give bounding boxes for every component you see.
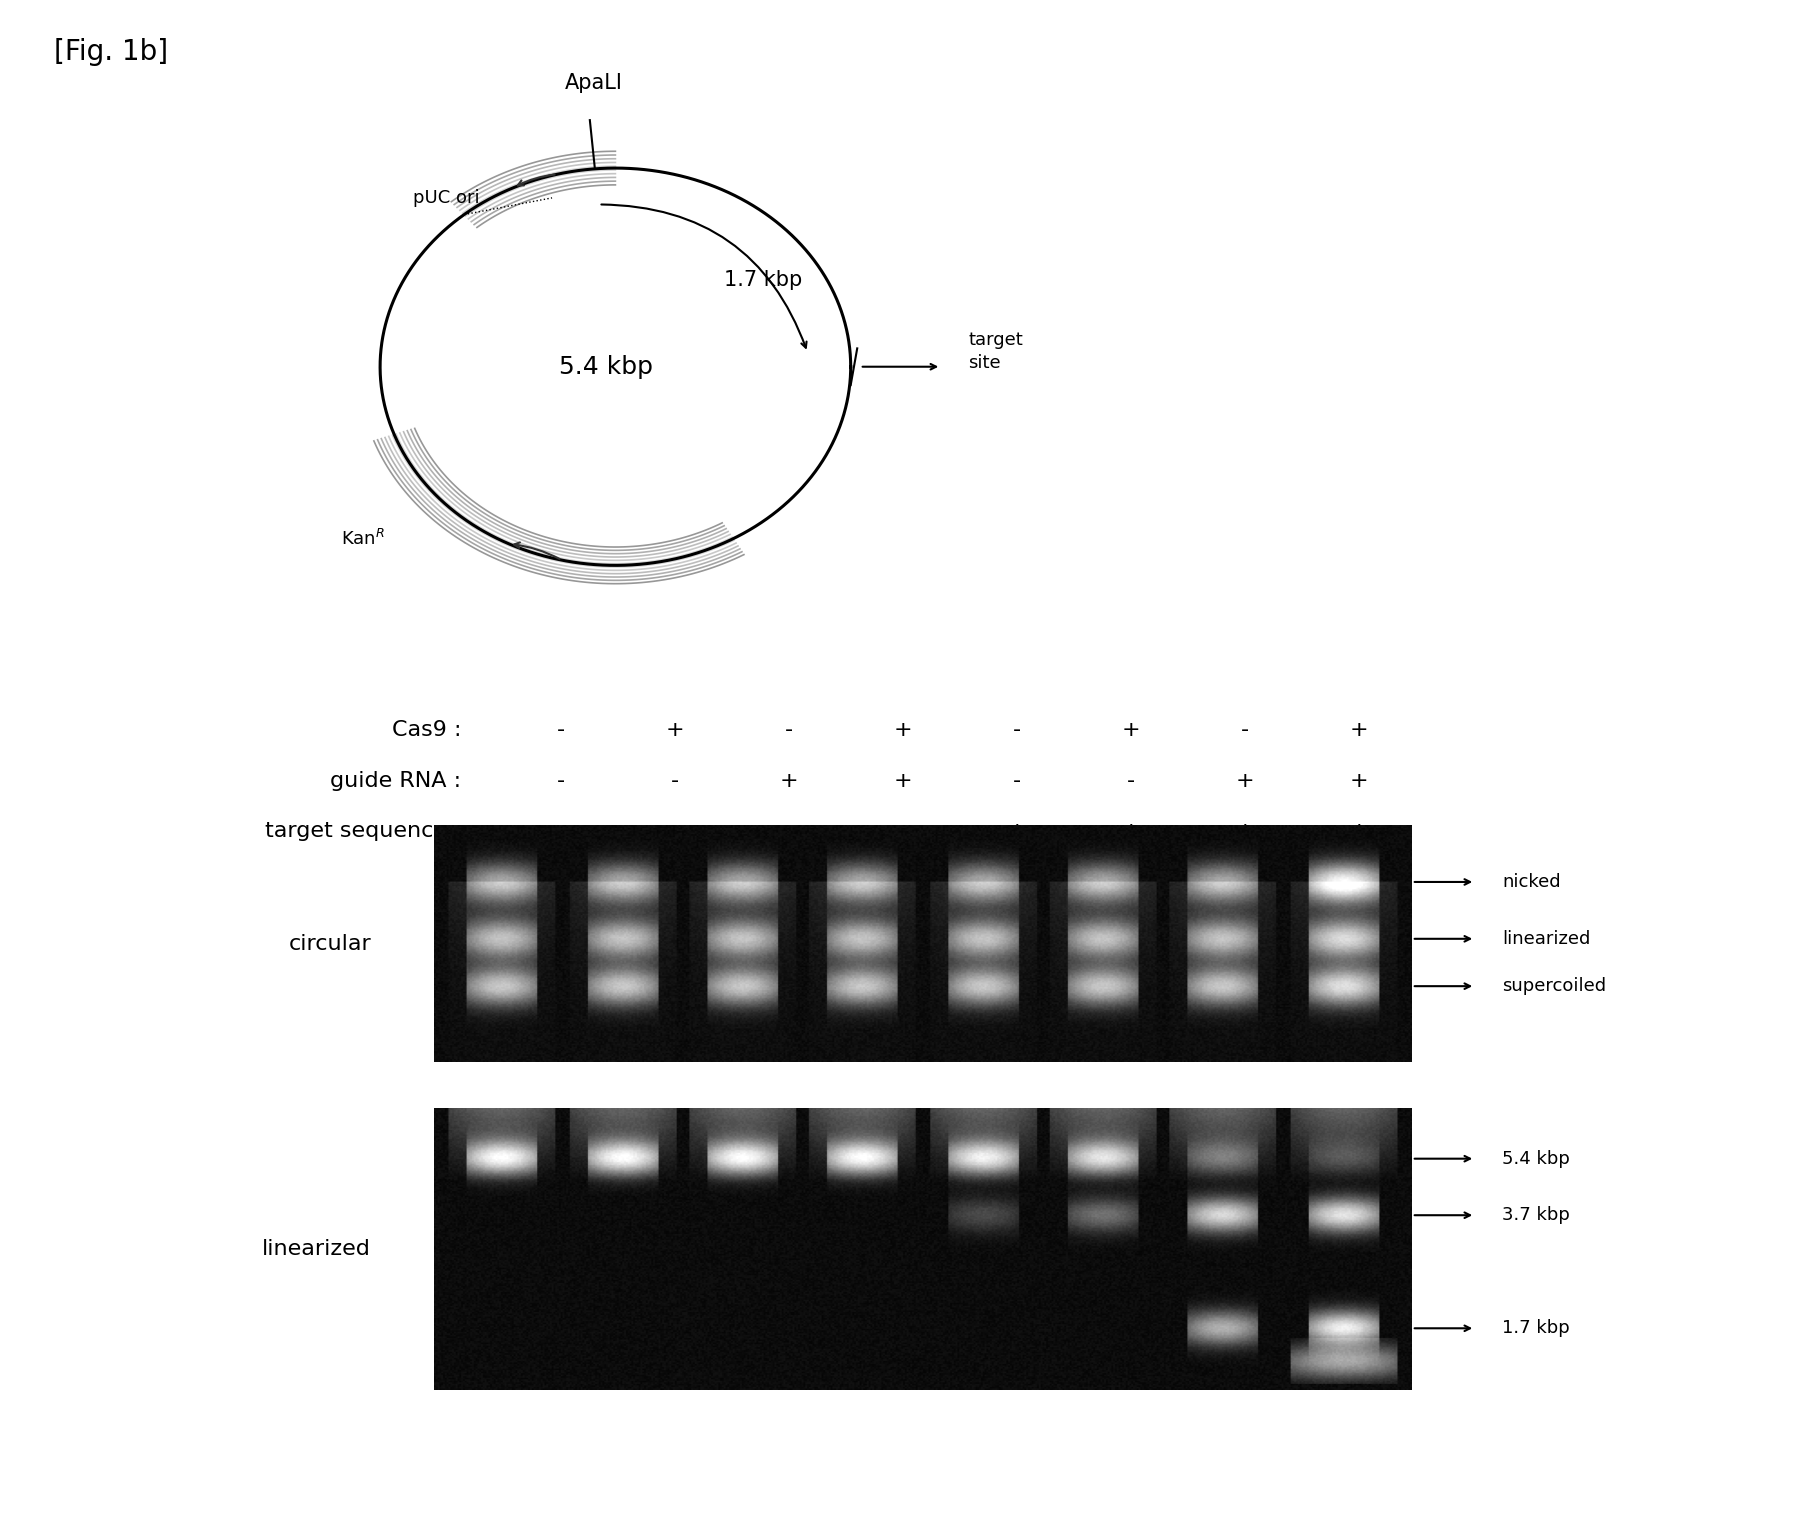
Text: 5.4 kbp: 5.4 kbp: [1502, 1149, 1571, 1167]
Text: +: +: [1236, 821, 1254, 842]
Text: Kan$^R$: Kan$^R$: [340, 529, 384, 549]
Text: 1.7 kbp: 1.7 kbp: [1502, 1319, 1569, 1337]
Text: +: +: [894, 770, 912, 792]
Text: +: +: [780, 770, 798, 792]
Text: 3.7 kbp: 3.7 kbp: [1502, 1206, 1571, 1224]
Text: -: -: [1014, 770, 1021, 792]
Text: supercoiled: supercoiled: [1502, 978, 1607, 995]
Text: -: -: [1242, 720, 1249, 741]
Text: +: +: [1350, 770, 1368, 792]
Text: circular: circular: [288, 934, 371, 953]
Text: -: -: [557, 720, 565, 741]
Text: ApaLI: ApaLI: [565, 73, 623, 93]
Text: -: -: [672, 770, 679, 792]
Text: pUC ori: pUC ori: [413, 189, 480, 206]
Text: linearized: linearized: [262, 1239, 371, 1259]
Text: -: -: [786, 720, 793, 741]
Text: +: +: [1350, 720, 1368, 741]
Text: -: -: [557, 770, 565, 792]
Text: -: -: [786, 821, 793, 842]
Text: Cas9 :: Cas9 :: [393, 720, 462, 741]
Text: 1.7 kbp: 1.7 kbp: [724, 270, 802, 290]
Text: -: -: [900, 821, 907, 842]
Text: +: +: [894, 720, 912, 741]
Text: target
site: target site: [968, 332, 1023, 371]
Text: +: +: [1122, 720, 1140, 741]
Text: -: -: [672, 821, 679, 842]
Text: -: -: [1128, 770, 1135, 792]
Text: +: +: [1350, 821, 1368, 842]
Text: +: +: [1236, 770, 1254, 792]
Text: linearized: linearized: [1502, 931, 1591, 947]
Text: -: -: [557, 821, 565, 842]
Text: +: +: [666, 720, 684, 741]
Text: nicked: nicked: [1502, 872, 1560, 891]
Text: guide RNA :: guide RNA :: [331, 770, 462, 792]
Text: +: +: [1122, 821, 1140, 842]
Text: target sequence :: target sequence :: [264, 821, 462, 842]
Text: 5.4 kbp: 5.4 kbp: [559, 354, 653, 379]
Text: [Fig. 1b]: [Fig. 1b]: [54, 38, 168, 66]
Text: -: -: [1014, 720, 1021, 741]
Text: +: +: [1008, 821, 1026, 842]
